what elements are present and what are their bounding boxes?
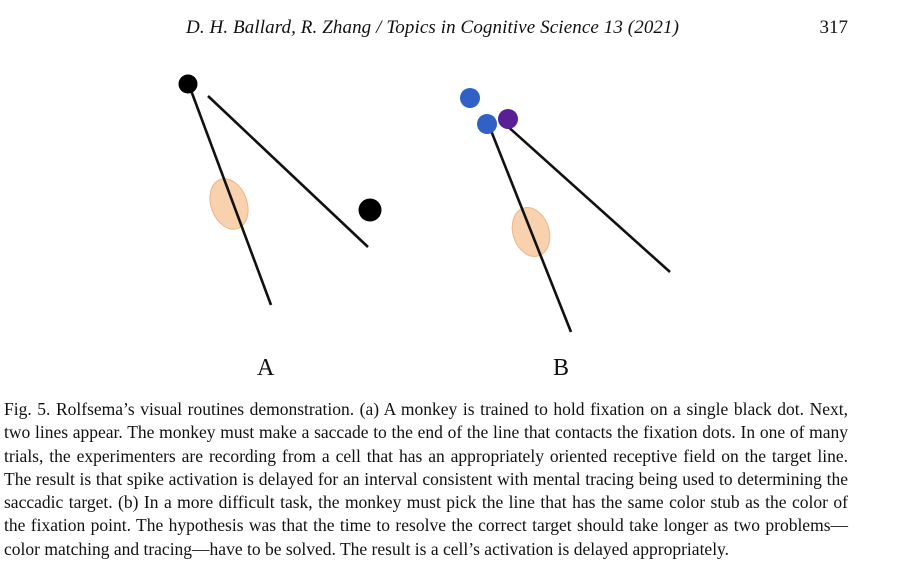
target-dot-a: [358, 198, 382, 222]
panel-a: [178, 74, 382, 306]
figure-drawing: [178, 74, 671, 333]
fixation-dot-a: [178, 74, 198, 94]
distractor-line-b: [504, 123, 671, 273]
distractor-line-a: [207, 95, 369, 248]
target-line-a: [187, 84, 273, 306]
blue-fixation-dot-b: [460, 88, 480, 108]
figure: A B: [178, 74, 671, 381]
blue-stub-dot-b: [477, 114, 497, 134]
panel-b-label: B: [553, 355, 570, 381]
running-head: D. H. Ballard, R. Zhang / Topics in Cogn…: [186, 17, 680, 38]
purple-stub-dot-b: [498, 109, 518, 129]
panel-b: [460, 88, 671, 333]
figure-caption: Fig. 5. Rolfsema’s visual routines demon…: [4, 399, 848, 559]
panel-a-label: A: [257, 355, 275, 381]
target-line-b: [488, 127, 573, 333]
page-number: 317: [819, 17, 849, 38]
receptive-field-a: [209, 178, 249, 230]
